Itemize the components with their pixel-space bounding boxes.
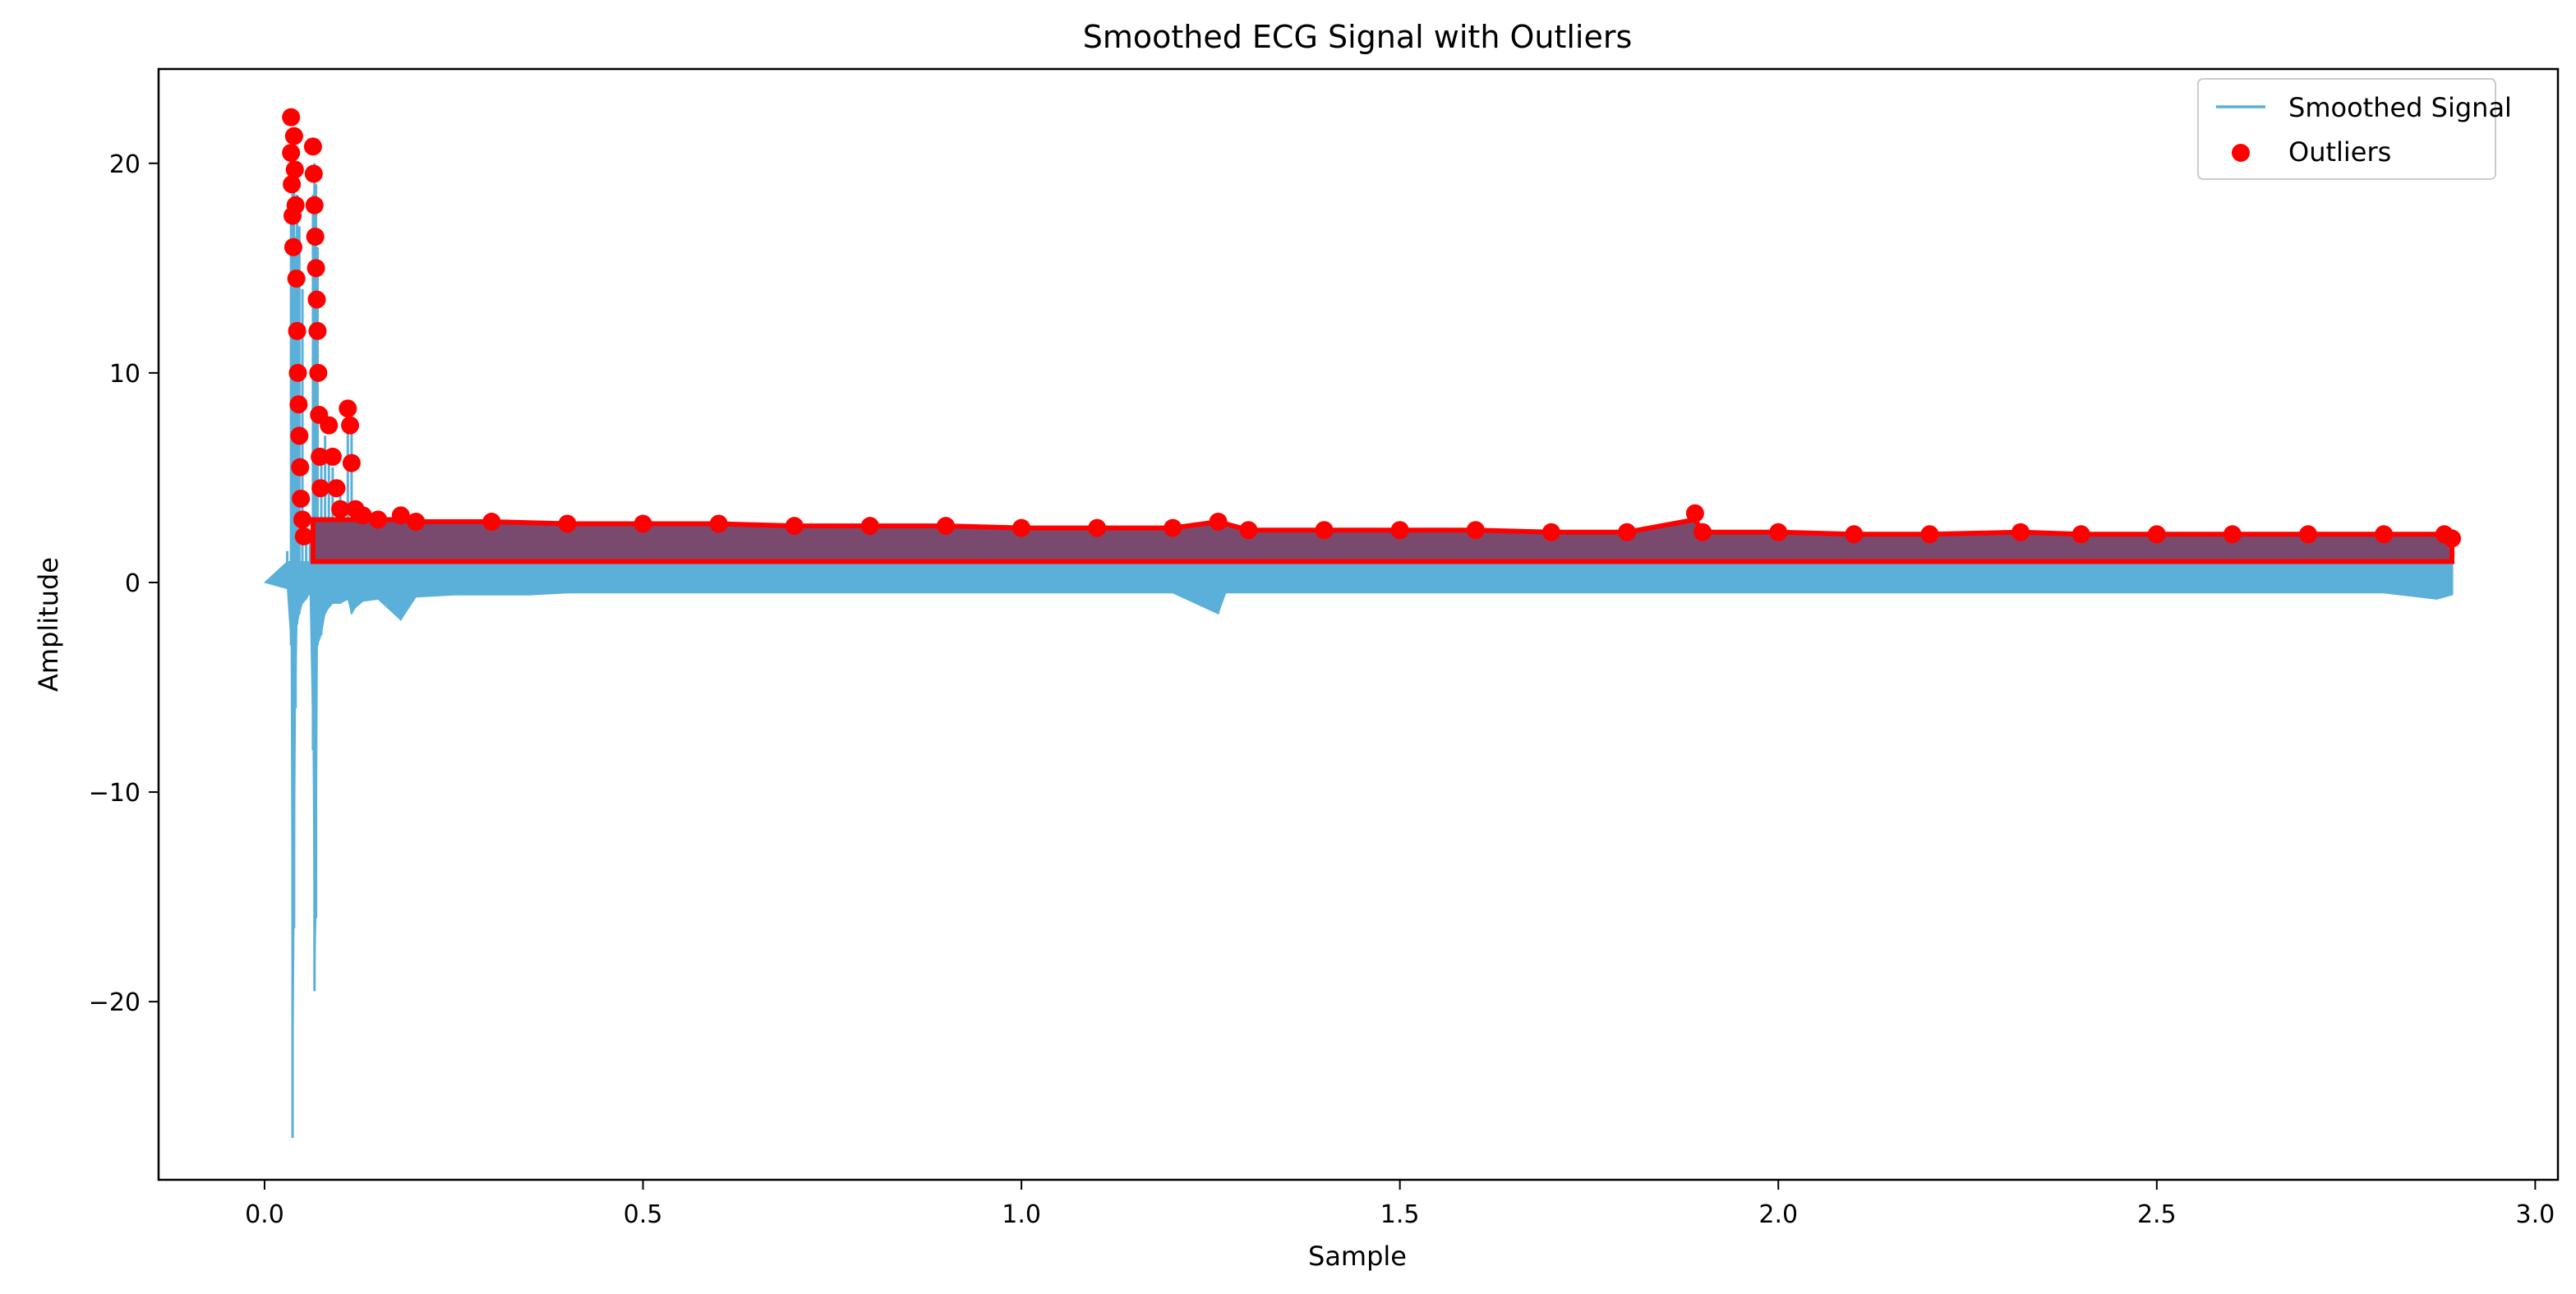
outlier-point [1164, 518, 1182, 537]
outlier-point [290, 426, 309, 445]
outlier-point [936, 517, 955, 536]
outlier-point [860, 517, 879, 536]
outlier-point [284, 127, 303, 145]
legend-label-outliers: Outliers [2288, 136, 2391, 168]
outlier-point [2223, 525, 2242, 544]
outlier-point [785, 517, 804, 536]
outlier-point [1209, 513, 1228, 532]
outlier-point [288, 321, 306, 340]
y-tick-label: 0 [125, 569, 141, 598]
outlier-point [307, 290, 326, 309]
x-tick-label: 1.5 [1380, 1200, 1420, 1229]
x-tick-label: 0.5 [624, 1200, 663, 1229]
outlier-point [1088, 518, 1107, 537]
outlier-point [558, 514, 577, 533]
x-tick-label: 1.0 [1002, 1200, 1041, 1229]
chart-title: Smoothed ECG Signal with Outliers [1083, 19, 1633, 55]
outlier-point [285, 160, 304, 179]
outlier-point [327, 479, 346, 498]
outlier-point [320, 416, 339, 435]
legend: Smoothed Signal Outliers [2197, 78, 2512, 180]
outlier-point [1466, 521, 1485, 540]
outlier-point [342, 454, 361, 472]
outlier-point [1541, 523, 1560, 541]
outlier-point [339, 399, 357, 418]
outlier-point [482, 513, 501, 532]
outlier-point [294, 527, 313, 546]
outlier-point [331, 500, 350, 518]
outlier-point [305, 196, 324, 214]
outlier-point [369, 510, 388, 529]
legend-marker-swatch [2232, 144, 2250, 162]
outlier-point [634, 514, 652, 533]
outlier-point [1845, 525, 1864, 544]
axes-frame [157, 67, 2560, 1181]
outlier-point [1315, 521, 1334, 540]
x-tick-label: 2.5 [2137, 1200, 2177, 1229]
outlier-point [1239, 521, 1258, 540]
outlier-point [2375, 525, 2394, 544]
outlier-point [1685, 504, 1704, 523]
outlier-point [341, 416, 360, 435]
outlier-point [283, 237, 302, 256]
outlier-point [2443, 529, 2462, 548]
outlier-point [311, 447, 329, 466]
outlier-point [287, 269, 306, 288]
outlier-point [2071, 525, 2090, 544]
y-tick-label: −10 [89, 779, 141, 808]
outlier-point [1694, 523, 1712, 541]
y-tick-label: 10 [109, 360, 141, 389]
x-tick-label: 2.0 [1758, 1200, 1798, 1229]
outlier-point [391, 506, 410, 525]
outlier-point [289, 395, 308, 414]
legend-box [2197, 78, 2496, 180]
outlier-point [286, 196, 305, 214]
legend-label-smoothed-signal: Smoothed Signal [2288, 92, 2512, 123]
y-tick-label: 20 [109, 150, 141, 179]
outlier-point [311, 479, 330, 498]
outlier-point [308, 321, 327, 340]
outlier-point [288, 363, 307, 382]
outlier-point [1769, 523, 1788, 541]
outlier-point [2011, 523, 2030, 541]
plot-area [263, 108, 2462, 1138]
outlier-point [303, 137, 322, 156]
outlier-point [353, 506, 372, 525]
outlier-point [282, 108, 301, 127]
outlier-point [1012, 518, 1031, 537]
x-tick-label: 3.0 [2516, 1200, 2555, 1229]
x-tick-label: 0.0 [245, 1200, 284, 1229]
outliers-density-band [310, 517, 2455, 564]
outlier-point [293, 510, 312, 529]
y-tick-label: −20 [89, 988, 141, 1017]
outlier-point [283, 175, 302, 194]
outlier-point [292, 489, 311, 508]
outlier-point [407, 513, 426, 532]
x-axis: 0.0 0.5 1.0 1.5 2.0 2.5 3.0 [245, 1180, 2555, 1229]
y-axis: −20 −10 0 10 20 [89, 150, 159, 1017]
outlier-point [306, 228, 325, 246]
outlier-point [2147, 525, 2166, 544]
outlier-point [304, 164, 323, 183]
outlier-point [309, 363, 328, 382]
outlier-point [1920, 525, 1939, 544]
outlier-point [323, 447, 342, 466]
outlier-point [306, 259, 325, 278]
outlier-point [709, 514, 728, 533]
outlier-point [282, 144, 301, 163]
x-axis-label: Sample [1308, 1241, 1407, 1272]
outlier-point [2299, 525, 2318, 544]
outlier-point [1390, 521, 1409, 540]
outlier-point [291, 458, 310, 477]
y-axis-label: Amplitude [33, 557, 64, 692]
outlier-point [1618, 523, 1637, 541]
